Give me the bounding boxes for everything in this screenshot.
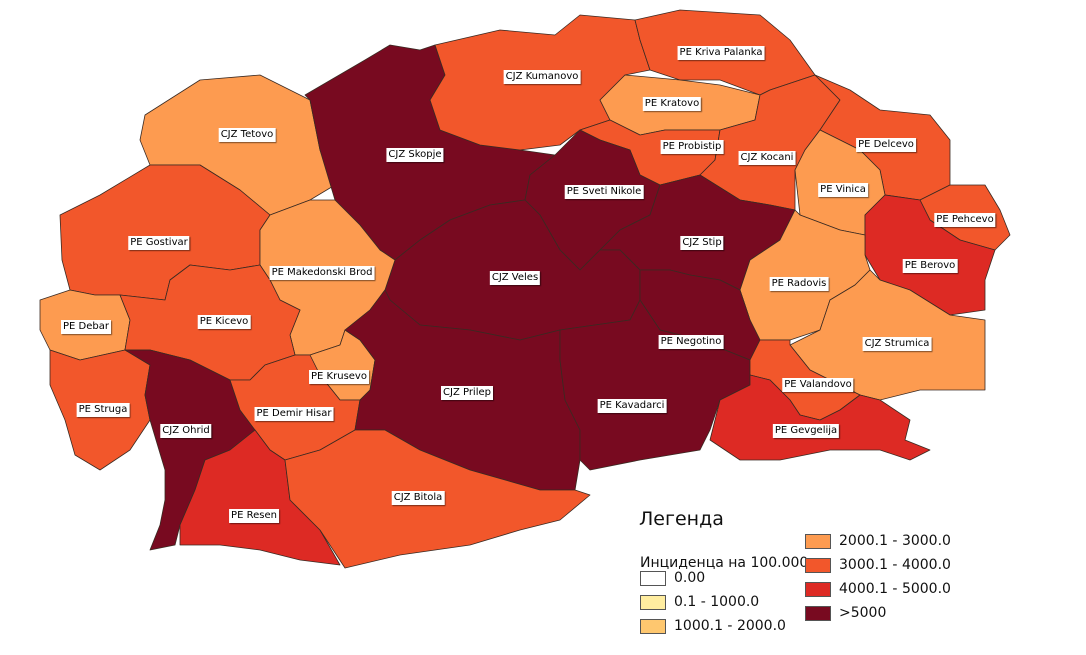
legend-label: 0.00 [674, 570, 706, 586]
region-label: PE Pehcevo [934, 213, 996, 227]
legend-swatch [640, 570, 666, 586]
region-label: CJZ Bitola [391, 491, 445, 505]
legend-swatch [640, 594, 666, 610]
region-label: PE Kratovo [642, 97, 702, 111]
legend-label: 3000.1 - 4000.0 [839, 557, 951, 573]
region-label: PE Radovis [769, 277, 829, 291]
region-label: PE Negotino [658, 335, 724, 349]
region-label: PE Probistip [660, 140, 724, 154]
region-label: PE Makedonski Brod [269, 266, 375, 280]
region-label: PE Vinica [818, 183, 868, 197]
region-label: CJZ Kocani [738, 151, 796, 165]
legend-swatch [640, 618, 666, 634]
region-label: CJZ Kumanovo [503, 70, 581, 84]
region-label: CJZ Prilep [441, 386, 493, 400]
legend-swatch [805, 605, 831, 621]
region-label: CJZ Stip [680, 236, 724, 250]
region-label: CJZ Veles [489, 271, 541, 285]
region-label: PE Struga [76, 403, 130, 417]
region-label: PE Demir Hisar [254, 407, 334, 421]
region-label: PE Kavadarci [597, 399, 667, 413]
legend-item: 2000.1 - 3000.0 [805, 531, 951, 551]
legend-item: 0.00 [640, 568, 705, 588]
region-label: PE Delcevo [856, 138, 916, 152]
legend-subtitle: Инциденца на 100.000 [640, 555, 809, 571]
region-label: CJZ Ohrid [160, 424, 212, 438]
legend-label: 0.1 - 1000.0 [674, 594, 760, 610]
legend-label: 4000.1 - 5000.0 [839, 581, 951, 597]
region-label: PE Berovo [902, 259, 958, 273]
legend-label: >5000 [839, 605, 887, 621]
region-label: PE Resen [229, 509, 279, 523]
region-label: PE Sveti Nikole [564, 185, 644, 199]
legend-swatch [805, 533, 831, 549]
legend-label: 1000.1 - 2000.0 [674, 618, 786, 634]
region-pe-gevgelija [709, 374, 931, 461]
region-label: PE Gevgelija [772, 424, 840, 438]
legend-item: 1000.1 - 2000.0 [640, 616, 786, 636]
region-label: CJZ Tetovo [218, 128, 276, 142]
legend-swatch [805, 557, 831, 573]
region-label: PE Debar [61, 320, 111, 334]
legend-item: 4000.1 - 5000.0 [805, 579, 951, 599]
legend-item: >5000 [805, 603, 886, 623]
region-label: PE Valandovo [782, 378, 854, 392]
legend-item: 0.1 - 1000.0 [640, 592, 759, 612]
region-label: CJZ Strumica [862, 337, 932, 351]
region-label: PE Kicevo [197, 315, 251, 329]
region-label: CJZ Skopje [386, 148, 444, 162]
region-label: PE Krusevo [309, 370, 369, 384]
legend-title: Легенда [639, 508, 724, 530]
legend-item: 3000.1 - 4000.0 [805, 555, 951, 575]
region-label: PE Kriva Palanka [677, 46, 765, 60]
region-label: PE Gostivar [128, 236, 190, 250]
legend-label: 2000.1 - 3000.0 [839, 533, 951, 549]
legend-swatch [805, 581, 831, 597]
